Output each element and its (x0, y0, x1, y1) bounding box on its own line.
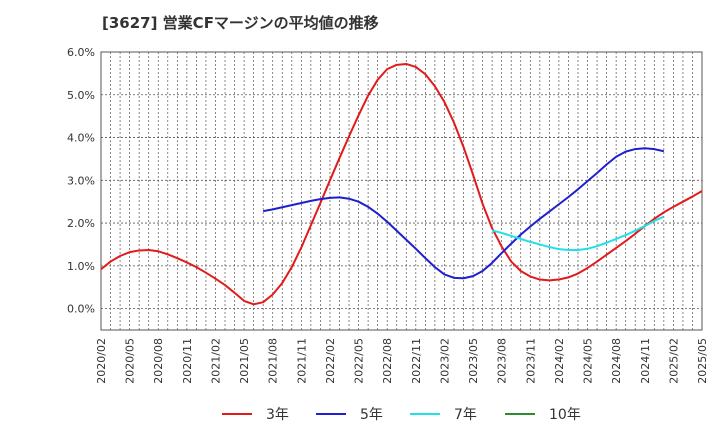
series-line-0 (100, 62, 703, 306)
x-tick-label: 2022/08 (381, 338, 394, 384)
x-tick-label: 2023/11 (524, 338, 537, 384)
x-tick-label: 2024/02 (553, 338, 566, 384)
x-tick-label: 2024/08 (610, 338, 623, 384)
series-line-2 (491, 215, 665, 252)
y-tick-label: 4.0% (67, 132, 95, 145)
x-tick-label: 2023/05 (467, 338, 480, 384)
x-tick-label: 2023/08 (496, 338, 509, 384)
legend-label-1: 5年 (360, 407, 383, 423)
x-tick-label: 2025/05 (696, 338, 709, 384)
x-tick-label: 2021/02 (209, 338, 222, 384)
y-tick-label: 1.0% (67, 260, 95, 273)
x-tick-label: 2021/11 (295, 338, 308, 384)
y-tick-label: 5.0% (67, 89, 95, 102)
plot-frame (100, 51, 703, 331)
legend-label-3: 10年 (549, 407, 581, 423)
x-tick-label: 2020/05 (124, 338, 137, 384)
series-layer (100, 62, 703, 306)
y-tick-label: 3.0% (67, 174, 95, 187)
x-tick-label: 2022/11 (410, 338, 423, 384)
x-tick-label: 2025/02 (667, 338, 680, 384)
x-tick-label: 2023/02 (438, 338, 451, 384)
y-tick-label: 0.0% (67, 303, 95, 316)
x-tick-label: 2024/05 (582, 338, 595, 384)
x-tick-label: 2020/11 (181, 338, 194, 384)
axis-layer: 6.0% 5.0% 4.0% 3.0% 2.0% 1.0% 0.0% 2020/02 2020/… (67, 46, 709, 384)
x-tick-label: 2020/08 (152, 338, 165, 384)
series-line-1 (262, 147, 665, 280)
x-tick-label: 2022/02 (324, 338, 337, 384)
x-tick-label: 2021/08 (267, 338, 280, 384)
y-tick-label: 6.0% (67, 46, 95, 59)
y-tick-label: 2.0% (67, 217, 95, 230)
legend: 3年 5年 7年 10年 (222, 407, 581, 423)
legend-label-0: 3年 (266, 407, 289, 423)
chart-title: [3627] 営業CFマージンの平均値の推移 (102, 14, 379, 32)
x-tick-label: 2022/05 (353, 338, 366, 384)
legend-label-2: 7年 (454, 407, 477, 423)
x-tick-label: 2021/05 (238, 338, 251, 384)
grid-layer (100, 51, 703, 331)
x-tick-label: 2020/02 (95, 338, 108, 384)
x-tick-label: 2024/11 (639, 338, 652, 384)
